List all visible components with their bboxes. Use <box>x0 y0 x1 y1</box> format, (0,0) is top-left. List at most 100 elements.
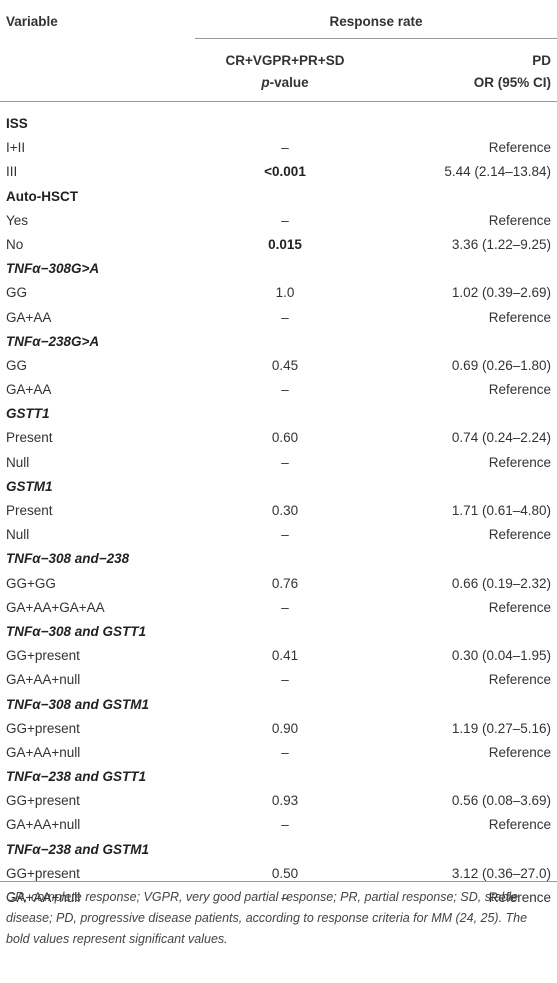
variable-cell: Null <box>6 454 30 470</box>
pvalue-cell: – <box>281 382 289 398</box>
or-cell: Reference <box>488 382 551 398</box>
section-header-row: TNFα−238G>A <box>0 330 557 354</box>
section-label: GSTT1 <box>6 406 50 422</box>
or-cell: Reference <box>488 672 551 688</box>
or-header-line1: PD <box>532 53 551 68</box>
section-header-row: GSTT1 <box>0 402 557 426</box>
variable-cell: Present <box>6 503 53 518</box>
pvalue-cell: 0.45 <box>271 357 299 373</box>
or-cell: 0.66 (0.19–2.32) <box>451 575 551 591</box>
section-header-row: TNFα−308 and GSTM1 <box>0 693 557 717</box>
pvalue-cell: – <box>281 140 289 156</box>
variable-cell: Yes <box>6 212 29 228</box>
pvalue-cell: <0.001 <box>264 164 306 180</box>
table-row: Present 0.60 0.74 (0.24–2.24) <box>0 426 557 450</box>
pvalue-suffix: -value <box>269 75 309 90</box>
table-bottom-rule <box>0 881 557 882</box>
table-row: GG 1.0 1.02 (0.39–2.69) <box>0 281 557 305</box>
section-header-row: ISS <box>0 112 557 136</box>
or-column-header: PD OR (95% CI) <box>375 50 551 94</box>
section-label: ISS <box>6 116 28 131</box>
variable-cell: GG+present <box>6 648 80 664</box>
table-row: III <0.001 5.44 (2.14–13.84) <box>0 160 557 184</box>
table-row: GG+GG 0.76 0.66 (0.19–2.32) <box>0 572 557 596</box>
or-cell: 3.12 (0.36–27.0) <box>451 865 551 881</box>
pvalue-cell: – <box>281 672 289 688</box>
pvalue-cell: – <box>281 599 289 615</box>
table-row: GA+AA – Reference <box>0 378 557 402</box>
section-header-row: GSTM1 <box>0 475 557 499</box>
pvalue-cell: 0.015 <box>268 236 302 252</box>
variable-cell: GG+present <box>6 720 80 736</box>
pvalue-header-line1: CR+VGPR+PR+SD <box>225 53 345 68</box>
header-divider <box>195 38 557 39</box>
variable-cell: III <box>6 164 18 180</box>
pvalue-cell: 0.50 <box>271 865 299 881</box>
or-cell: Reference <box>488 140 551 156</box>
pvalue-header-line2: p-value <box>195 72 375 94</box>
or-cell: Reference <box>488 212 551 228</box>
or-cell: Reference <box>488 890 551 905</box>
or-header-line2: OR (95% CI) <box>473 75 551 90</box>
table-row: I+II – Reference <box>0 136 557 160</box>
pvalue-cell: – <box>281 309 289 325</box>
or-cell: 0.56 (0.08–3.69) <box>451 793 551 809</box>
table-row: GA+AA+null – Reference <box>0 886 557 910</box>
table-row: Yes – Reference <box>0 209 557 233</box>
pvalue-cell: – <box>281 454 289 470</box>
section-label: TNFα−308G>A <box>6 261 100 277</box>
or-cell: 0.69 (0.26–1.80) <box>451 357 551 373</box>
table-row: GA+AA+null – Reference <box>0 813 557 837</box>
table-row: Present 0.30 1.71 (0.61–4.80) <box>0 499 557 523</box>
or-cell: Reference <box>488 527 551 543</box>
table-row: Null – Reference <box>0 451 557 475</box>
table-row: GA+AA – Reference <box>0 306 557 330</box>
pvalue-cell: 0.90 <box>271 720 299 736</box>
section-label: GSTM1 <box>6 478 53 494</box>
variable-cell: GG+GG <box>6 575 56 591</box>
pvalue-cell: – <box>281 527 289 543</box>
or-cell: Reference <box>488 599 551 615</box>
section-header-row: TNFα−308 and GSTT1 <box>0 620 557 644</box>
section-label: TNFα−308 and−238 <box>6 551 130 567</box>
or-cell: Reference <box>488 817 551 833</box>
table-footnote: CR, complete response; VGPR, very good p… <box>6 890 528 946</box>
variable-cell: GA+AA <box>6 382 52 398</box>
table-header-row-1: Variable Response rate <box>0 0 557 36</box>
variable-cell: Present <box>6 430 53 446</box>
table-row: GA+AA+null – Reference <box>0 668 557 692</box>
variable-cell: GA+AA+null <box>6 744 81 760</box>
pvalue-cell: 0.93 <box>271 793 299 809</box>
table-header-row-2: CR+VGPR+PR+SD p-value PD OR (95% CI) <box>0 40 557 100</box>
section-label: TNFα−308 and GSTT1 <box>6 623 147 639</box>
variable-cell: I+II <box>6 140 26 156</box>
table-row: GG+present 0.90 1.19 (0.27–5.16) <box>0 717 557 741</box>
pvalue-cell: – <box>281 744 289 760</box>
or-cell: Reference <box>488 309 551 325</box>
section-label: Auto-HSCT <box>6 188 78 204</box>
or-cell: Reference <box>488 454 551 470</box>
pvalue-cell: 0.30 <box>271 503 299 518</box>
variable-header: Variable <box>6 14 58 29</box>
response-rate-header: Response rate <box>329 14 423 29</box>
pvalue-cell: 0.41 <box>271 648 299 664</box>
or-cell: 1.02 (0.39–2.69) <box>451 285 551 301</box>
or-cell: 0.30 (0.04–1.95) <box>451 648 551 664</box>
table-row: GG+present 0.41 0.30 (0.04–1.95) <box>0 644 557 668</box>
pvalue-cell: 1.0 <box>275 285 295 301</box>
pvalue-cell: 0.60 <box>271 430 299 446</box>
variable-cell: GG <box>6 357 28 373</box>
or-cell: 5.44 (2.14–13.84) <box>444 164 551 180</box>
table-row: GG 0.45 0.69 (0.26–1.80) <box>0 354 557 378</box>
section-header-row: TNFα−238 and GSTT1 <box>0 765 557 789</box>
section-label: TNFα−238 and GSTT1 <box>6 769 147 785</box>
or-cell: 1.19 (0.27–5.16) <box>451 720 551 736</box>
table-row: Null – Reference <box>0 523 557 547</box>
table-row: GA+AA+GA+AA – Reference <box>0 596 557 620</box>
or-cell: 3.36 (1.22–9.25) <box>451 236 551 252</box>
pvalue-cell: – <box>281 817 289 833</box>
pvalue-cell: – <box>281 212 289 228</box>
variable-cell: GA+AA <box>6 309 52 325</box>
variable-cell: GA+AA+null <box>6 817 81 833</box>
